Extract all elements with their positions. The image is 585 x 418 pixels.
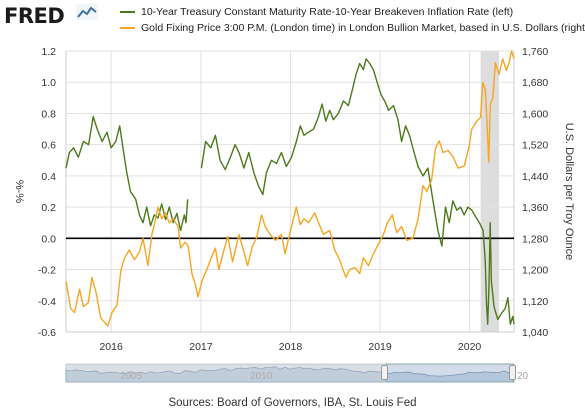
legend-item-treasury[interactable]: 10-Year Treasury Constant Maturity Rate-… [120, 4, 585, 20]
right-tick-label: 1,680 [522, 77, 548, 89]
left-tick-label: -0.4 [38, 296, 56, 308]
right-tick-label: 1,440 [522, 171, 548, 183]
legend-swatch-green [120, 11, 135, 13]
right-tick-label: 1,120 [522, 296, 548, 308]
x-tick-label: 2017 [189, 341, 213, 353]
left-tick-label: 0.4 [41, 171, 56, 183]
fred-chart-logo-icon [76, 4, 98, 20]
legend-swatch-orange [120, 27, 135, 29]
left-axis-title: %-% [13, 180, 25, 203]
left-tick-label: 0.0 [41, 233, 56, 245]
left-tick-label: 0.6 [41, 140, 56, 152]
fred-logo[interactable]: FRED [4, 4, 65, 28]
legend-label: 10-Year Treasury Constant Maturity Rate-… [141, 6, 514, 18]
navigator-year-label: 2010 [250, 371, 273, 382]
navigator-left-handle[interactable] [381, 365, 388, 380]
legend-item-gold[interactable]: Gold Fixing Price 3:00 P.M. (London time… [120, 20, 585, 36]
right-tick-label: 1,520 [522, 140, 548, 152]
right-tick-label: 1,280 [522, 233, 548, 245]
left-tick-label: 1.0 [41, 77, 56, 89]
left-tick-label: -0.6 [38, 327, 56, 339]
right-tick-label: 1,760 [522, 46, 548, 58]
left-tick-label: 0.2 [41, 202, 56, 214]
left-tick-label: 0.8 [41, 108, 56, 120]
right-tick-label: 1,040 [522, 327, 548, 339]
right-tick-label: 1,360 [522, 202, 548, 214]
x-tick-label: 2016 [99, 341, 123, 353]
navigator-overview-area [65, 366, 515, 383]
chart-legend: 10-Year Treasury Constant Maturity Rate-… [120, 4, 585, 36]
left-tick-label: 1.2 [41, 46, 56, 58]
legend-label: Gold Fixing Price 3:00 P.M. (London time… [141, 22, 585, 34]
navigator-unselected-mask [66, 364, 385, 382]
navigator-year-label: 20 [517, 371, 529, 382]
recession-band [480, 51, 500, 332]
series-line-treasury-spread [65, 115, 189, 232]
right-tick-label: 1,600 [522, 108, 548, 120]
x-tick-label: 2020 [458, 341, 482, 353]
right-tick-label: 1,200 [522, 265, 548, 277]
x-tick-label: 2019 [368, 341, 392, 353]
navigator-right-handle[interactable] [509, 365, 516, 380]
source-note: Sources: Board of Governors, IBA, St. Lo… [168, 397, 417, 409]
navigator-year-label: 2005 [120, 371, 143, 382]
x-tick-label: 2018 [279, 341, 303, 353]
right-axis-title: U.S. Dollars per Troy Ounce [563, 123, 575, 261]
series-line-treasury-spread [200, 58, 515, 325]
series-line-gold-price [65, 50, 515, 327]
navigator-selected-range [385, 363, 514, 383]
left-tick-label: -0.2 [38, 265, 56, 277]
